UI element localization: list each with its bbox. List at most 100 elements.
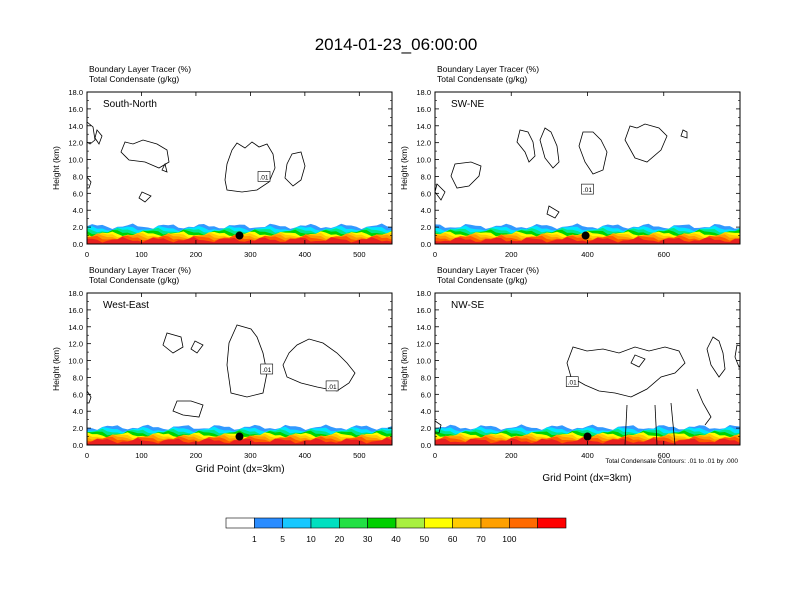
contour-label: .01 xyxy=(583,187,592,194)
colorbar-swatch xyxy=(452,517,482,529)
y-tick-label: 4.0 xyxy=(73,206,83,215)
colorbar-label: 5 xyxy=(280,534,285,544)
x-tick-label: 0 xyxy=(85,451,89,460)
y-axis-label: Height (km) xyxy=(399,146,409,190)
condensate-contour xyxy=(190,340,204,354)
y-tick-label: 0.0 xyxy=(421,441,431,450)
colorbar-label: 60 xyxy=(448,534,458,544)
y-tick-label: 16.0 xyxy=(68,105,83,114)
plot-frame xyxy=(434,292,741,446)
condensate-contour xyxy=(282,338,356,392)
tracer-band xyxy=(87,437,392,445)
y-tick-label: 8.0 xyxy=(421,373,431,382)
colorbar-swatch xyxy=(367,517,397,529)
condensate-contour xyxy=(120,139,170,169)
field-label: Boundary Layer Tracer (%) xyxy=(89,265,191,275)
contour-label-box xyxy=(325,380,339,392)
plot-area: .01 xyxy=(435,336,740,445)
y-tick-label: 18.0 xyxy=(68,88,83,97)
contour-label: .01 xyxy=(568,380,577,387)
y-tick-label: 10.0 xyxy=(68,156,83,165)
panel-label: South-North xyxy=(103,99,157,110)
x-tick-label: 500 xyxy=(353,250,366,259)
x-tick-label: 500 xyxy=(353,451,366,460)
condensate-contour xyxy=(566,346,686,398)
y-tick-label: 2.0 xyxy=(421,223,431,232)
y-tick-label: 6.0 xyxy=(421,390,431,399)
y-tick-label: 2.0 xyxy=(73,424,83,433)
plot-frame xyxy=(86,292,393,446)
colorbar-swatch xyxy=(537,517,567,529)
colorbar-swatch xyxy=(509,517,538,529)
figure-title: 2014-01-23_06:00:00 xyxy=(315,35,478,54)
x-tick-label: 0 xyxy=(85,250,89,259)
condensate-contour xyxy=(87,390,92,404)
contour-label-box xyxy=(260,363,274,375)
field-label: Boundary Layer Tracer (%) xyxy=(437,265,539,275)
colorbar-label: 50 xyxy=(420,534,430,544)
colorbar-swatch xyxy=(254,517,283,529)
y-tick-label: 0.0 xyxy=(421,240,431,249)
condensate-contour xyxy=(516,129,536,163)
colorbar-label: 40 xyxy=(391,534,401,544)
colorbar-label: 100 xyxy=(502,534,516,544)
field-label: Boundary Layer Tracer (%) xyxy=(437,64,539,74)
y-tick-label: 14.0 xyxy=(416,323,431,332)
station-marker xyxy=(583,432,592,441)
field-label: Total Condensate (g/kg) xyxy=(437,74,527,84)
y-tick-label: 12.0 xyxy=(68,340,83,349)
tracer-band xyxy=(87,237,392,244)
y-tick-label: 18.0 xyxy=(68,289,83,298)
condensate-contour xyxy=(138,191,152,203)
y-tick-label: 16.0 xyxy=(68,306,83,315)
colorbar-label: 1 xyxy=(252,534,257,544)
field-label: Total Condensate (g/kg) xyxy=(89,74,179,84)
colorbar-label: 30 xyxy=(363,534,373,544)
condensate-contour xyxy=(546,205,560,219)
x-tick-label: 100 xyxy=(135,451,148,460)
y-axis-label: Height (km) xyxy=(399,347,409,391)
y-tick-label: 8.0 xyxy=(421,172,431,181)
station-marker xyxy=(235,432,244,441)
colorbar-swatch xyxy=(225,517,255,529)
y-tick-label: 4.0 xyxy=(421,206,431,215)
y-tick-label: 14.0 xyxy=(68,122,83,131)
condensate-contour xyxy=(87,176,92,189)
x-tick-label: 400 xyxy=(581,451,594,460)
field-label: Total Condensate (g/kg) xyxy=(437,275,527,285)
x-tick-label: 100 xyxy=(135,250,148,259)
condensate-contour xyxy=(226,324,268,398)
y-tick-label: 12.0 xyxy=(416,340,431,349)
condensate-contour xyxy=(696,388,712,426)
condensate-contour xyxy=(162,332,184,354)
y-tick-label: 6.0 xyxy=(73,390,83,399)
x-tick-label: 600 xyxy=(657,250,670,259)
panel-label: West-East xyxy=(103,300,149,311)
condensate-contour xyxy=(670,402,676,445)
x-tick-label: 300 xyxy=(244,250,257,259)
condensate-contour xyxy=(624,404,628,445)
field-label: Total Condensate (g/kg) xyxy=(89,275,179,285)
y-tick-label: 0.0 xyxy=(73,240,83,249)
condensate-contour xyxy=(654,404,658,445)
panel-1: Boundary Layer Tracer (%)Total Condensat… xyxy=(399,64,741,259)
y-tick-label: 14.0 xyxy=(416,122,431,131)
y-tick-label: 2.0 xyxy=(73,223,83,232)
panel-label: SW-NE xyxy=(451,99,484,110)
y-tick-label: 4.0 xyxy=(421,407,431,416)
condensate-contour xyxy=(284,151,306,187)
y-tick-label: 6.0 xyxy=(73,189,83,198)
condensate-contour xyxy=(734,344,740,368)
y-tick-label: 12.0 xyxy=(416,139,431,148)
y-axis-label: Height (km) xyxy=(51,146,61,190)
y-tick-label: 6.0 xyxy=(421,189,431,198)
panel-label: NW-SE xyxy=(451,300,484,311)
x-tick-label: 200 xyxy=(190,250,203,259)
x-tick-label: 200 xyxy=(505,250,518,259)
colorbar-label: 10 xyxy=(306,534,316,544)
colorbar-swatch xyxy=(424,517,453,529)
x-tick-label: 200 xyxy=(190,451,203,460)
station-marker xyxy=(235,231,244,240)
y-tick-label: 14.0 xyxy=(68,323,83,332)
